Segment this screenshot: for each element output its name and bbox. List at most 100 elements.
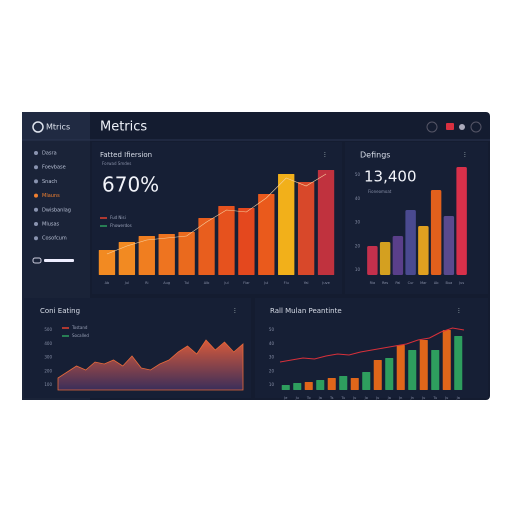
x-tick-label: Flu xyxy=(284,281,289,285)
panel-title: Defings xyxy=(360,151,390,160)
subtitle: Forwad Smdes xyxy=(102,161,131,166)
bar xyxy=(158,234,175,275)
nav-item: Dasra xyxy=(42,151,57,157)
nav-icon[interactable] xyxy=(34,193,38,198)
x-tick-label: Res xyxy=(382,281,388,285)
bar xyxy=(293,383,302,390)
bar xyxy=(278,174,295,275)
bar xyxy=(350,378,359,390)
nav-item: Snach xyxy=(42,179,57,185)
bar xyxy=(198,218,215,275)
subtitle: Fioneomoat xyxy=(368,189,392,194)
y-tick-label: 100 xyxy=(44,382,52,387)
x-tick-label: Jul xyxy=(223,281,228,285)
x-tick-label: Ri xyxy=(145,281,148,285)
x-tick-label: Jus xyxy=(458,281,464,285)
bar xyxy=(443,216,455,275)
icon[interactable] xyxy=(446,123,454,130)
bar xyxy=(408,350,417,390)
bar xyxy=(238,208,255,275)
legend-item: Tostand xyxy=(71,325,88,330)
x-tick-label: Jn xyxy=(398,396,402,400)
y-tick-label: 30 xyxy=(355,220,361,225)
x-tick-label: Ju xyxy=(421,396,425,400)
nav-item: Dwisbanlag xyxy=(42,207,71,213)
page-title: Metrics xyxy=(100,120,147,135)
x-tick-label: Ju xyxy=(444,396,448,400)
x-tick-label: Yal xyxy=(304,281,309,285)
icon[interactable] xyxy=(426,121,438,133)
slider[interactable] xyxy=(44,259,74,262)
y-tick-label: 20 xyxy=(269,368,275,373)
y-tick-label: 400 xyxy=(44,341,52,346)
nav-icon[interactable] xyxy=(34,151,38,155)
nav-item: Foevbase xyxy=(42,165,66,171)
x-tick-label: Pal xyxy=(395,281,400,285)
panel-menu: ⋮ xyxy=(462,152,468,159)
x-tick-label: Ja xyxy=(456,396,460,400)
x-tick-label: Jo xyxy=(364,396,368,400)
bar xyxy=(327,378,336,390)
kpi: 13,400 xyxy=(364,168,417,186)
nav-icon[interactable] xyxy=(34,236,38,241)
bar xyxy=(118,242,136,275)
bar xyxy=(405,210,416,275)
bar xyxy=(362,372,371,390)
nav-icon[interactable] xyxy=(34,179,38,184)
x-tick-label: Mar xyxy=(420,281,427,285)
y-tick-label: 40 xyxy=(355,196,361,201)
bar xyxy=(258,194,275,275)
bar xyxy=(454,336,463,390)
x-tick-label: Ab xyxy=(105,281,110,285)
icon[interactable] xyxy=(459,124,465,130)
panel-menu: ⋮ xyxy=(322,152,328,159)
y-tick-label: 10 xyxy=(355,267,361,272)
x-tick-label: Ts xyxy=(329,396,334,400)
nav-icon[interactable] xyxy=(34,207,38,212)
logo-icon xyxy=(32,121,44,133)
panel-title: Fatted Ifiersion xyxy=(100,151,152,159)
y-tick-label: 50 xyxy=(269,327,275,332)
bar xyxy=(367,246,378,275)
y-tick-label: 30 xyxy=(269,355,275,360)
x-tick-label: Tul xyxy=(183,281,189,285)
bar xyxy=(385,358,394,390)
bar xyxy=(396,345,405,390)
x-tick-label: Tu xyxy=(340,396,345,400)
bar xyxy=(178,232,195,275)
bar xyxy=(138,236,155,275)
toggle[interactable] xyxy=(32,257,42,264)
bar xyxy=(304,382,313,390)
panel-title: Coni Eating xyxy=(40,307,80,315)
x-tick-label: Jul xyxy=(124,281,129,285)
bar xyxy=(98,250,116,275)
x-tick-label: Juve xyxy=(321,281,329,285)
icon[interactable] xyxy=(470,121,482,133)
y-tick-label: 10 xyxy=(269,382,275,387)
x-tick-label: Ju xyxy=(375,396,379,400)
bar xyxy=(418,226,429,275)
bar xyxy=(281,385,290,390)
panel-menu: ⋮ xyxy=(456,308,462,315)
x-tick-label: Cur xyxy=(408,281,415,285)
y-tick-label: 20 xyxy=(355,243,361,248)
x-tick-label: Ju xyxy=(295,396,299,400)
bar xyxy=(442,330,451,390)
x-tick-label: Bua xyxy=(445,281,452,285)
logo-text: Mtrics xyxy=(46,123,70,132)
nav-icon[interactable] xyxy=(34,165,38,170)
legend-item: Fhowerdos xyxy=(110,223,132,228)
bar xyxy=(218,206,235,275)
bar xyxy=(392,236,404,275)
legend-item: Fud Nisi xyxy=(110,215,126,220)
nav-item: Mlusas xyxy=(42,222,60,228)
line xyxy=(279,327,465,363)
y-tick-label: 40 xyxy=(269,341,275,346)
nav-item: Cosofcum xyxy=(42,236,67,242)
kpi: 670% xyxy=(102,173,159,197)
bar xyxy=(430,190,442,275)
nav-icon[interactable] xyxy=(34,222,38,226)
x-tick-label: Ab xyxy=(434,281,439,285)
x-tick-label: Aug xyxy=(163,281,170,285)
